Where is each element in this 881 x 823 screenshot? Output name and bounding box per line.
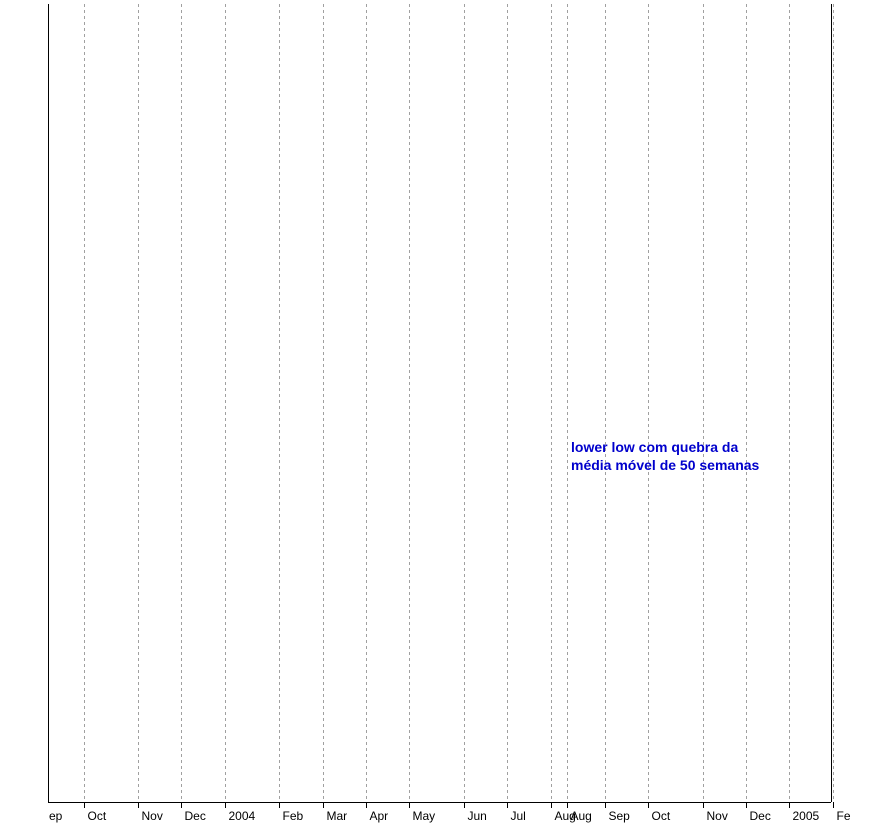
x-tick-label: Aug xyxy=(555,809,576,823)
x-tick-label: Oct xyxy=(652,809,671,823)
x-tick-label: Aug xyxy=(571,809,592,823)
annotation-text-line-2: média móvel de 50 semanas xyxy=(571,457,760,473)
x-tick-label: Nov xyxy=(707,809,728,823)
x-tick-label: Mar xyxy=(327,809,348,823)
x-tick-label: Fe xyxy=(837,809,851,823)
x-tick-label: Jun xyxy=(468,809,487,823)
x-tick-label: Sep xyxy=(609,809,631,823)
x-tick-label: Oct xyxy=(88,809,107,823)
grid-lines xyxy=(84,4,834,802)
x-tick-label: Jul xyxy=(511,809,526,823)
x-tick-label: 2004 xyxy=(229,809,256,823)
x-tick-label: Apr xyxy=(370,809,389,823)
axes-frame xyxy=(48,4,832,803)
x-tick-label: May xyxy=(413,809,436,823)
x-tick-label: Dec xyxy=(750,809,771,823)
x-tick-label: ep xyxy=(49,809,63,823)
annotation-text-line-1: lower low com quebra da xyxy=(571,439,738,455)
x-tick-label: Feb xyxy=(283,809,304,823)
annotation-group: lower low com quebra da média móvel de 5… xyxy=(571,439,760,473)
x-tick-label: 2005 xyxy=(793,809,820,823)
x-tick-label: Dec xyxy=(185,809,206,823)
x-tick-label: Nov xyxy=(142,809,163,823)
